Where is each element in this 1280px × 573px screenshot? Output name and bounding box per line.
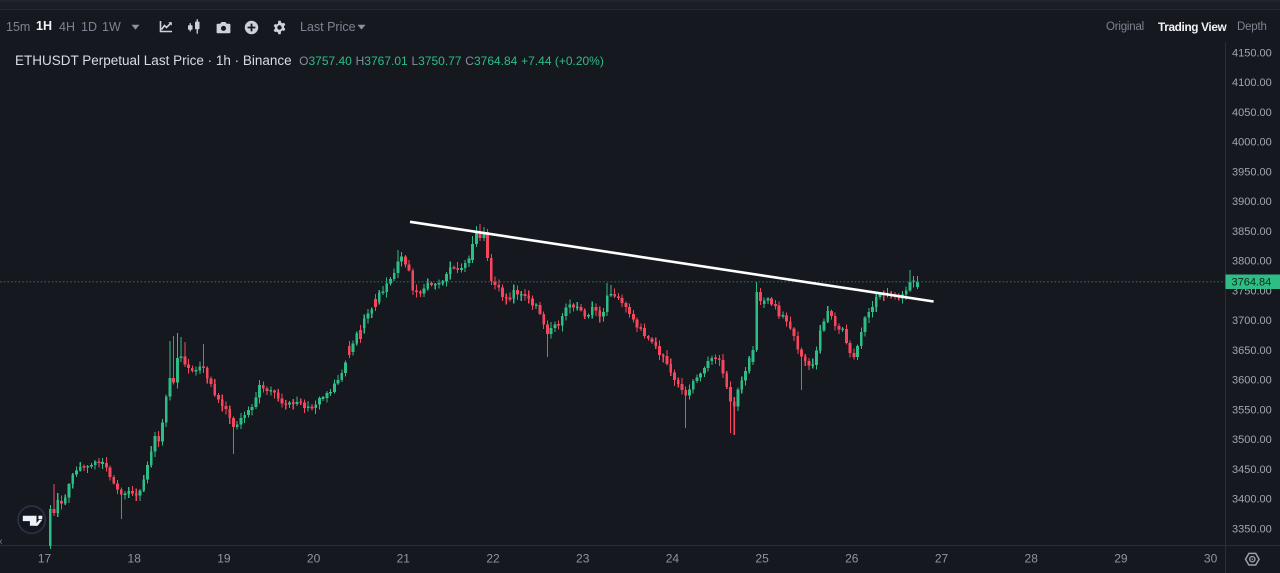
- svg-text:27: 27: [935, 552, 949, 566]
- svg-text:20: 20: [307, 552, 321, 566]
- svg-text:3764.84: 3764.84: [1232, 276, 1272, 288]
- svg-text:3700.00: 3700.00: [1232, 315, 1272, 327]
- svg-text:4100.00: 4100.00: [1232, 77, 1272, 89]
- svg-text:3950.00: 3950.00: [1232, 166, 1272, 178]
- svg-text:23: 23: [576, 552, 590, 566]
- svg-text:22: 22: [486, 552, 500, 566]
- svg-text:4150.00: 4150.00: [1232, 47, 1272, 59]
- svg-text:4000.00: 4000.00: [1232, 137, 1272, 149]
- svg-text:17: 17: [38, 552, 52, 566]
- svg-text:3850.00: 3850.00: [1232, 226, 1272, 238]
- svg-text:4050.00: 4050.00: [1232, 107, 1272, 119]
- svg-text:28: 28: [1025, 552, 1039, 566]
- svg-text:3550.00: 3550.00: [1232, 404, 1272, 416]
- svg-text:18: 18: [128, 552, 142, 566]
- svg-text:3450.00: 3450.00: [1232, 464, 1272, 476]
- svg-text:3800.00: 3800.00: [1232, 256, 1272, 268]
- svg-text:×: ×: [0, 537, 3, 548]
- svg-text:3350.00: 3350.00: [1232, 523, 1272, 535]
- svg-text:29: 29: [1114, 552, 1128, 566]
- svg-text:19: 19: [217, 552, 231, 566]
- svg-text:25: 25: [755, 552, 769, 566]
- svg-text:3650.00: 3650.00: [1232, 345, 1272, 357]
- svg-text:24: 24: [666, 552, 680, 566]
- svg-text:3500.00: 3500.00: [1232, 434, 1272, 446]
- svg-text:21: 21: [397, 552, 411, 566]
- svg-text:3900.00: 3900.00: [1232, 196, 1272, 208]
- svg-text:3600.00: 3600.00: [1232, 375, 1272, 387]
- svg-text:30: 30: [1204, 552, 1218, 566]
- svg-text:3400.00: 3400.00: [1232, 494, 1272, 506]
- svg-text:26: 26: [845, 552, 859, 566]
